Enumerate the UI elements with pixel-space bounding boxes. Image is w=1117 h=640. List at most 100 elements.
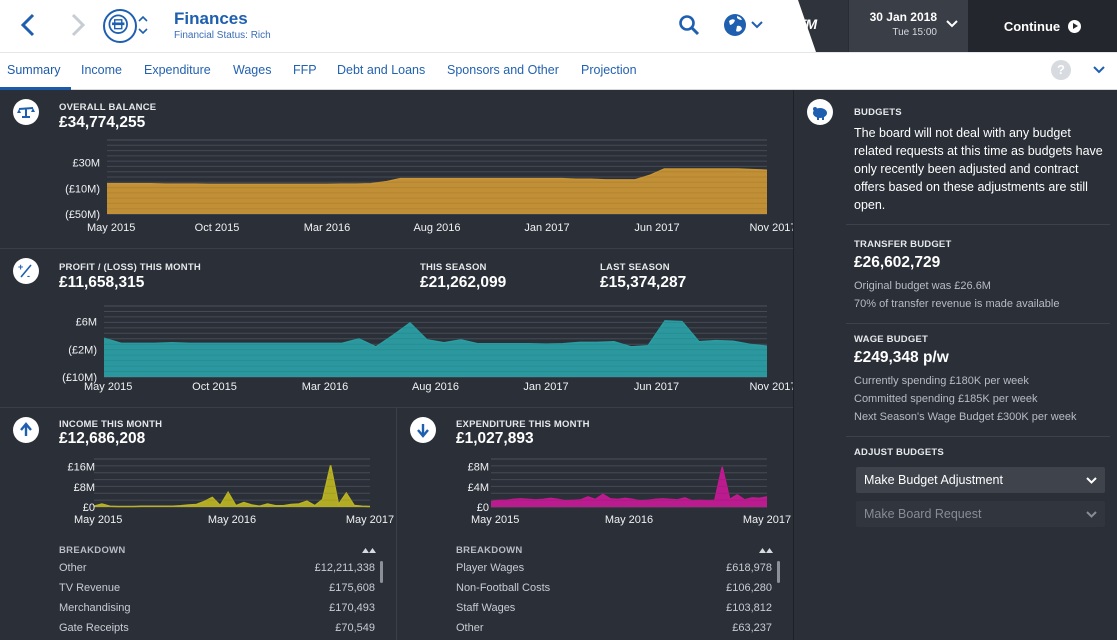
x-tick-label: Jan 2017 xyxy=(523,381,568,393)
last-season-label: LAST SEASON xyxy=(600,262,670,273)
expenditure-value: £1,027,893 xyxy=(456,430,534,447)
overall-balance-value: £34,774,255 xyxy=(59,114,146,131)
expenditure-series-line xyxy=(490,466,768,503)
tab-income[interactable]: Income xyxy=(81,63,122,77)
svg-text:+: + xyxy=(18,262,23,272)
balance-scale-icon xyxy=(13,99,39,125)
income-series-line xyxy=(93,465,371,508)
budgets-panel: BUDGETS The board will not deal with any… xyxy=(793,90,1117,640)
sort-icon[interactable] xyxy=(362,547,376,553)
globe-icon[interactable] xyxy=(722,12,764,38)
continue-button[interactable]: Continue xyxy=(968,0,1117,52)
profit-area xyxy=(104,320,767,377)
tab-projection[interactable]: Projection xyxy=(581,63,637,77)
income-breakdown-header[interactable]: BREAKDOWN xyxy=(59,545,126,556)
income-label: INCOME THIS MONTH xyxy=(59,419,163,430)
arrow-down-icon xyxy=(410,417,436,443)
transfer-budget-note: Original budget was £26.6M xyxy=(854,280,991,292)
expenditure-row-other[interactable]: Other £63,237 xyxy=(456,622,772,634)
y-tick-label: £6M xyxy=(76,317,97,329)
chevron-down-icon xyxy=(1086,477,1097,484)
chevron-down-icon[interactable] xyxy=(1093,64,1105,76)
financial-status: Financial Status: Rich xyxy=(174,30,271,41)
club-switch-icon[interactable] xyxy=(137,12,149,38)
income-scrollbar[interactable] xyxy=(380,561,383,583)
balance-area xyxy=(107,169,767,214)
profit-chart: £6M (£2M) (£10M)May 2015 Oct 2015 Mar 2016 Au… xyxy=(62,305,797,393)
x-tick-label: Nov 2017 xyxy=(749,222,796,234)
board-request-dropdown[interactable]: Make Board Request xyxy=(856,501,1105,527)
expenditure-row-player-wages[interactable]: Player Wages £618,978 xyxy=(456,562,772,574)
divider xyxy=(846,436,1110,437)
x-tick-label: Nov 2017 xyxy=(749,381,796,393)
overall-balance-label: OVERALL BALANCE xyxy=(59,102,157,113)
divider xyxy=(846,224,1110,225)
y-tick-label: £0 xyxy=(83,502,95,514)
x-tick-label: May 2017 xyxy=(743,514,791,526)
date-display[interactable]: 30 Jan 2018 Tue 15:00 xyxy=(848,0,968,52)
y-tick-label: £0 xyxy=(477,502,489,514)
x-tick-label: May 2015 xyxy=(471,514,519,526)
income-row-merchandising[interactable]: Merchandising £170,493 xyxy=(59,602,375,614)
x-tick-label: Oct 2015 xyxy=(192,381,237,393)
tab-sponsors-and-other[interactable]: Sponsors and Other xyxy=(447,63,559,77)
help-icon[interactable]: ? xyxy=(1051,60,1071,80)
profit-label: PROFIT / (LOSS) THIS MONTH xyxy=(59,262,201,273)
forward-arrow-icon[interactable] xyxy=(62,10,92,40)
x-tick-label: Mar 2016 xyxy=(304,222,350,234)
tab-summary[interactable]: Summary xyxy=(7,63,61,77)
y-tick-label: (£10M) xyxy=(65,183,100,195)
chevron-down-icon xyxy=(946,20,958,28)
club-badge-icon[interactable] xyxy=(103,9,137,43)
continue-label: Continue xyxy=(1003,18,1061,34)
profit-value: £11,658,315 xyxy=(59,274,145,291)
tab-expenditure[interactable]: Expenditure xyxy=(144,63,211,77)
expenditure-breakdown-header[interactable]: BREAKDOWN xyxy=(456,545,523,556)
balance-series-line xyxy=(107,168,768,186)
divider xyxy=(396,408,397,640)
wage-budget-label: WAGE BUDGET xyxy=(854,334,928,345)
tab-ffp[interactable]: FFP xyxy=(293,63,317,77)
back-arrow-icon[interactable] xyxy=(14,10,44,40)
search-icon[interactable] xyxy=(677,13,701,37)
income-value: £12,686,208 xyxy=(59,430,146,447)
expenditure-scrollbar[interactable] xyxy=(777,561,780,583)
transfer-budget-value: £26,602,729 xyxy=(854,254,941,271)
tab-debt-and-loans[interactable]: Debt and Loans xyxy=(337,63,426,77)
tab-wages[interactable]: Wages xyxy=(233,63,272,77)
fm-logo[interactable]: FM xyxy=(798,0,848,52)
y-tick-label: £4M xyxy=(468,482,489,494)
tab-bar: Summary Income Expenditure Wages FFP Deb… xyxy=(0,52,1117,90)
income-panel: INCOME THIS MONTH £12,686,208 BREAKDOWN … xyxy=(0,408,396,640)
x-tick-label: Oct 2015 xyxy=(195,222,240,234)
x-tick-label: Aug 2016 xyxy=(413,222,460,234)
divider xyxy=(846,323,1110,324)
income-row-gate-receipts[interactable]: Gate Receipts £70,549 xyxy=(59,622,375,634)
this-season-value: £21,262,099 xyxy=(420,274,507,291)
adjust-budgets-label: ADJUST BUDGETS xyxy=(854,447,944,458)
budgets-label: BUDGETS xyxy=(854,107,902,118)
expenditure-row-non-football-costs[interactable]: Non-Football Costs £106,280 xyxy=(456,582,772,594)
y-tick-label: £16M xyxy=(67,462,95,474)
x-tick-label: May 2015 xyxy=(74,514,122,526)
y-tick-label: (£10M) xyxy=(62,372,97,384)
income-area xyxy=(94,465,370,507)
expenditure-row-staff-wages[interactable]: Staff Wages £103,812 xyxy=(456,602,772,614)
overall-balance-panel: OVERALL BALANCE £34,774,255 xyxy=(0,90,793,248)
income-row-other[interactable]: Other £12,211,338 xyxy=(59,562,375,574)
play-icon xyxy=(1068,19,1082,33)
top-bar: Finances Financial Status: Rich FM 30 Ja… xyxy=(0,0,1117,52)
svg-text:-: - xyxy=(27,271,30,281)
divider xyxy=(0,407,793,408)
sort-icon[interactable] xyxy=(759,547,773,553)
transfer-budget-label: TRANSFER BUDGET xyxy=(854,239,952,250)
budget-adjustment-dropdown[interactable]: Make Budget Adjustment xyxy=(856,467,1105,493)
y-tick-label: £8M xyxy=(74,482,95,494)
divider xyxy=(0,248,793,249)
x-tick-label: May 2015 xyxy=(87,222,135,234)
income-row-tv-revenue[interactable]: TV Revenue £175,608 xyxy=(59,582,375,594)
wage-budget-value: £249,348 p/w xyxy=(854,349,949,366)
expenditure-label: EXPENDITURE THIS MONTH xyxy=(456,419,590,430)
